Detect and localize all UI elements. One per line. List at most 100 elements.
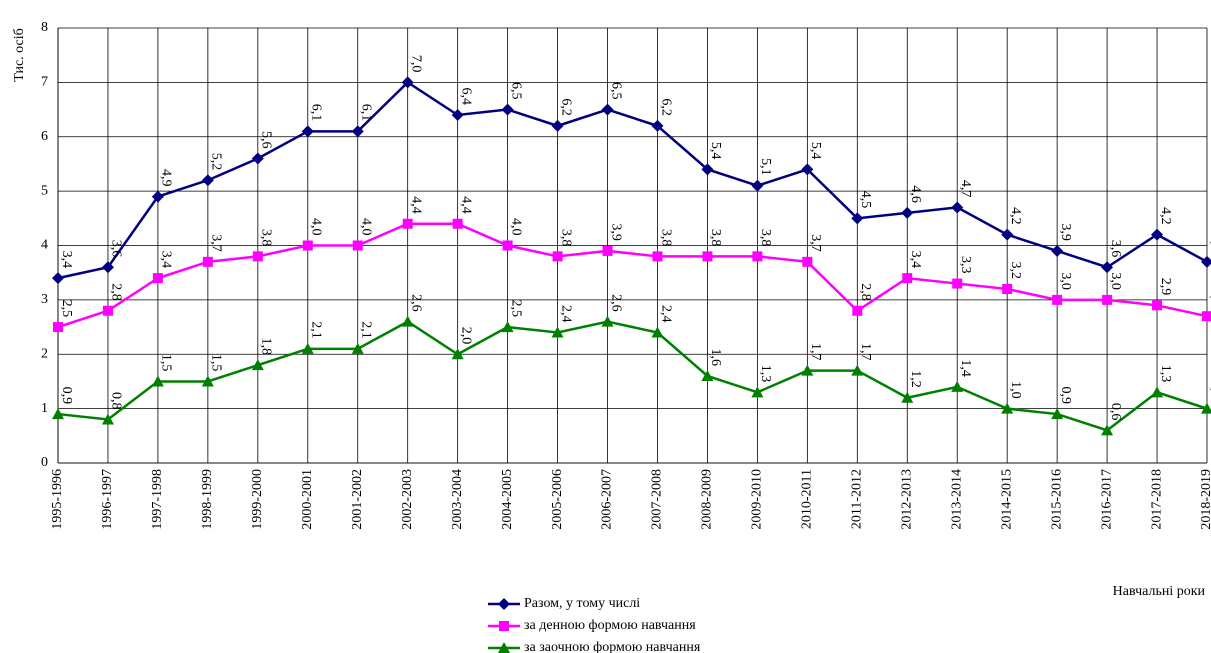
- data-label: 4,7: [958, 180, 973, 198]
- data-point: [951, 380, 964, 392]
- data-point: [401, 315, 414, 327]
- x-tick-label: 1998-1999: [200, 469, 215, 530]
- x-tick-label: 2018-2019: [1199, 469, 1211, 530]
- data-point: [401, 76, 414, 89]
- data-point: [901, 391, 914, 403]
- data-label: 3,7: [209, 234, 224, 252]
- legend-marker: [499, 621, 509, 631]
- x-tick-label: 2007-2008: [650, 469, 665, 530]
- data-label: 2,9: [1158, 278, 1173, 296]
- data-label: 5,6: [259, 131, 274, 149]
- data-point: [552, 251, 563, 262]
- x-tick-label: 1995-1996: [50, 469, 65, 530]
- x-tick-label: 2003-2004: [450, 469, 465, 530]
- x-tick-label: 2012-2013: [899, 469, 914, 530]
- data-point: [251, 359, 264, 371]
- data-point: [651, 119, 664, 132]
- data-label: 4,2: [1158, 207, 1173, 225]
- data-point: [1201, 255, 1211, 268]
- x-tick-label: 2008-2009: [700, 469, 715, 530]
- data-label: 0,6: [1108, 403, 1123, 421]
- data-label: 3,4: [908, 251, 923, 269]
- data-point: [201, 375, 214, 387]
- data-point: [302, 240, 313, 251]
- data-point: [501, 103, 514, 116]
- data-point: [201, 174, 214, 187]
- data-label: 1,3: [758, 365, 773, 383]
- data-label: 3,8: [558, 229, 573, 247]
- data-label: 1,7: [808, 343, 823, 361]
- data-point: [102, 305, 113, 316]
- data-point: [1152, 300, 1163, 311]
- data-point: [52, 272, 64, 285]
- data-label: 2,7: [1208, 289, 1211, 307]
- data-label: 3,0: [1108, 272, 1123, 290]
- x-tick-label: 2004-2005: [500, 469, 515, 530]
- data-point: [1101, 424, 1114, 436]
- x-tick-label: 1999-2000: [250, 469, 265, 530]
- series-line: [57, 80, 1208, 280]
- data-point: [252, 251, 263, 262]
- data-label: 3,6: [109, 240, 124, 258]
- data-point: [251, 152, 264, 165]
- data-label: 6,2: [658, 98, 673, 116]
- data-label: 3,9: [1058, 223, 1073, 241]
- data-point: [852, 305, 863, 316]
- x-tick-label: 1996-1997: [100, 469, 115, 530]
- data-point: [1002, 284, 1013, 294]
- data-label: 1,0: [1208, 381, 1211, 399]
- legend-label: за денною формою навчання: [524, 618, 696, 633]
- data-point: [501, 321, 514, 333]
- x-tick-label: 1997-1998: [150, 469, 165, 530]
- data-label: 2,0: [458, 327, 473, 345]
- data-label: 4,4: [458, 196, 473, 214]
- data-label: 6,1: [359, 104, 374, 122]
- data-label: 3,9: [608, 223, 623, 241]
- data-label: 0,9: [59, 387, 74, 405]
- data-point: [101, 413, 114, 425]
- legend-marker: [498, 642, 510, 653]
- data-label: 1,7: [858, 343, 873, 361]
- data-label: 4,0: [309, 218, 324, 236]
- data-label: 3,7: [808, 234, 823, 252]
- data-point: [802, 256, 813, 267]
- data-point: [701, 370, 714, 381]
- data-point: [601, 103, 614, 116]
- data-label: 6,5: [508, 82, 523, 100]
- data-point: [151, 190, 164, 203]
- data-label: 0,9: [1058, 387, 1073, 405]
- data-point: [602, 245, 613, 256]
- data-label: 2,6: [408, 294, 423, 312]
- data-label: 1,2: [908, 370, 923, 388]
- data-point: [951, 201, 964, 214]
- data-label: 6,4: [458, 88, 473, 106]
- legend-marker: [498, 598, 510, 610]
- data-point: [451, 109, 464, 121]
- data-point: [1052, 294, 1063, 305]
- data-point: [551, 119, 564, 132]
- data-label: 4,9: [159, 169, 174, 187]
- data-point: [152, 273, 163, 284]
- data-point: [1051, 244, 1064, 257]
- data-label: 0,8: [109, 392, 124, 410]
- data-point: [801, 163, 814, 176]
- data-label: 2,4: [658, 305, 673, 323]
- data-point: [1202, 311, 1211, 322]
- data-label: 1,0: [1008, 381, 1023, 399]
- data-point: [851, 364, 864, 376]
- y-tick-label: 8: [41, 20, 48, 35]
- data-point: [1051, 408, 1064, 420]
- y-tick-label: 4: [41, 238, 48, 253]
- data-point: [352, 240, 363, 251]
- data-label: 4,0: [508, 218, 523, 236]
- x-tick-label: 2013-2014: [949, 469, 964, 530]
- data-label: 2,6: [608, 294, 623, 312]
- data-point: [101, 261, 114, 274]
- data-label: 3,4: [59, 251, 74, 269]
- data-point: [402, 218, 413, 229]
- data-point: [752, 251, 763, 262]
- data-point: [901, 206, 914, 219]
- data-point: [351, 342, 364, 354]
- data-label: 4,6: [908, 185, 923, 203]
- data-point: [751, 179, 764, 192]
